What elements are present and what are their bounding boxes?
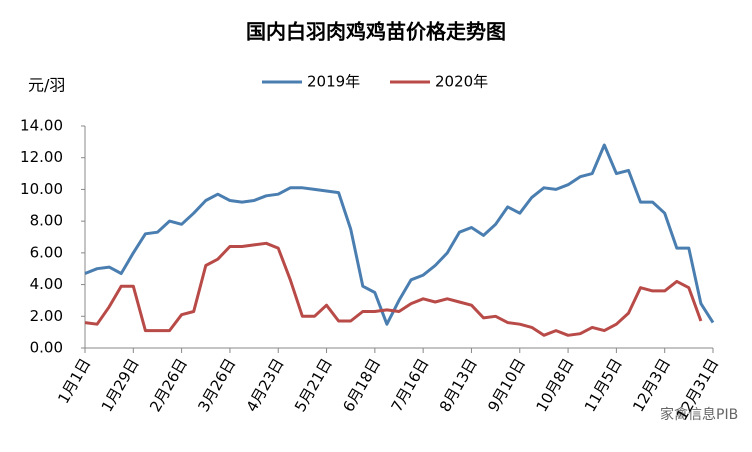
x-tick-label: 1月1日 xyxy=(54,355,94,407)
x-tick-label: 4月23日 xyxy=(243,355,288,415)
x-tick-label: 1月29日 xyxy=(98,355,143,415)
y-tick-label: 8.00 xyxy=(30,212,63,230)
line xyxy=(84,143,715,326)
chart-title: 国内白羽肉鸡鸡苗价格走势图 xyxy=(246,20,506,44)
y-tick-label: 0.00 xyxy=(30,339,63,357)
line xyxy=(84,241,703,337)
y-tick-label: 10.00 xyxy=(20,180,63,198)
x-tick-label: 10月8日 xyxy=(533,355,578,415)
y-tick-label: 12.00 xyxy=(20,148,63,166)
legend-label: 2019年 xyxy=(307,73,360,91)
x-tick-label: 5月21日 xyxy=(291,355,336,415)
x-tick-label: 8月13日 xyxy=(436,355,481,415)
x-tick-label: 6月18日 xyxy=(339,355,384,415)
x-tick-label: 11月5日 xyxy=(581,355,626,415)
y-tick-label: 6.00 xyxy=(30,243,63,261)
y-tick-label: 2.00 xyxy=(30,307,63,325)
y-tick-label: 4.00 xyxy=(30,275,63,293)
x-tick-label: 3月26日 xyxy=(194,355,239,415)
x-tick-label: 9月10日 xyxy=(484,355,529,415)
x-tick-label: 7月16日 xyxy=(388,355,433,415)
y-tick-label: 14.00 xyxy=(20,117,63,135)
y-unit: 元/羽 xyxy=(28,76,65,95)
watermark: 家禽信息PIB xyxy=(660,406,738,423)
x-tick-label: 2月26日 xyxy=(146,355,191,415)
legend-label: 2020年 xyxy=(435,73,488,91)
